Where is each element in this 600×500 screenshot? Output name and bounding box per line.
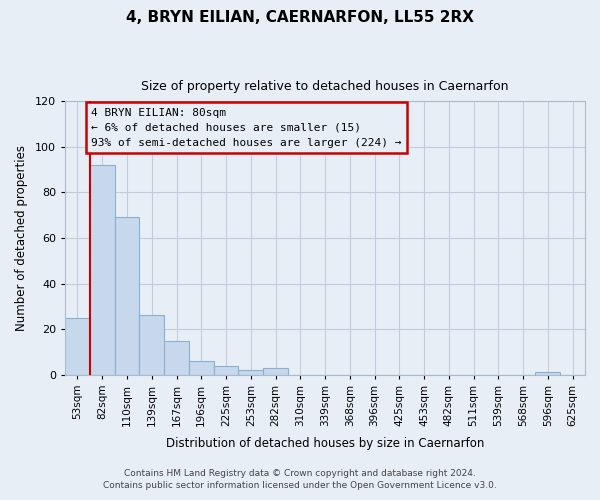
Bar: [263, 368, 288, 374]
Bar: [238, 370, 263, 374]
Bar: [214, 366, 238, 374]
Bar: [115, 218, 139, 374]
Bar: [139, 316, 164, 374]
Bar: [535, 372, 560, 374]
Bar: [65, 318, 90, 374]
Bar: [90, 165, 115, 374]
Title: Size of property relative to detached houses in Caernarfon: Size of property relative to detached ho…: [141, 80, 509, 93]
Bar: [164, 340, 189, 374]
Text: 4 BRYN EILIAN: 80sqm
← 6% of detached houses are smaller (15)
93% of semi-detach: 4 BRYN EILIAN: 80sqm ← 6% of detached ho…: [91, 108, 401, 148]
X-axis label: Distribution of detached houses by size in Caernarfon: Distribution of detached houses by size …: [166, 437, 484, 450]
Text: Contains HM Land Registry data © Crown copyright and database right 2024.
Contai: Contains HM Land Registry data © Crown c…: [103, 468, 497, 490]
Bar: [189, 361, 214, 374]
Y-axis label: Number of detached properties: Number of detached properties: [15, 145, 28, 331]
Text: 4, BRYN EILIAN, CAERNARFON, LL55 2RX: 4, BRYN EILIAN, CAERNARFON, LL55 2RX: [126, 10, 474, 25]
